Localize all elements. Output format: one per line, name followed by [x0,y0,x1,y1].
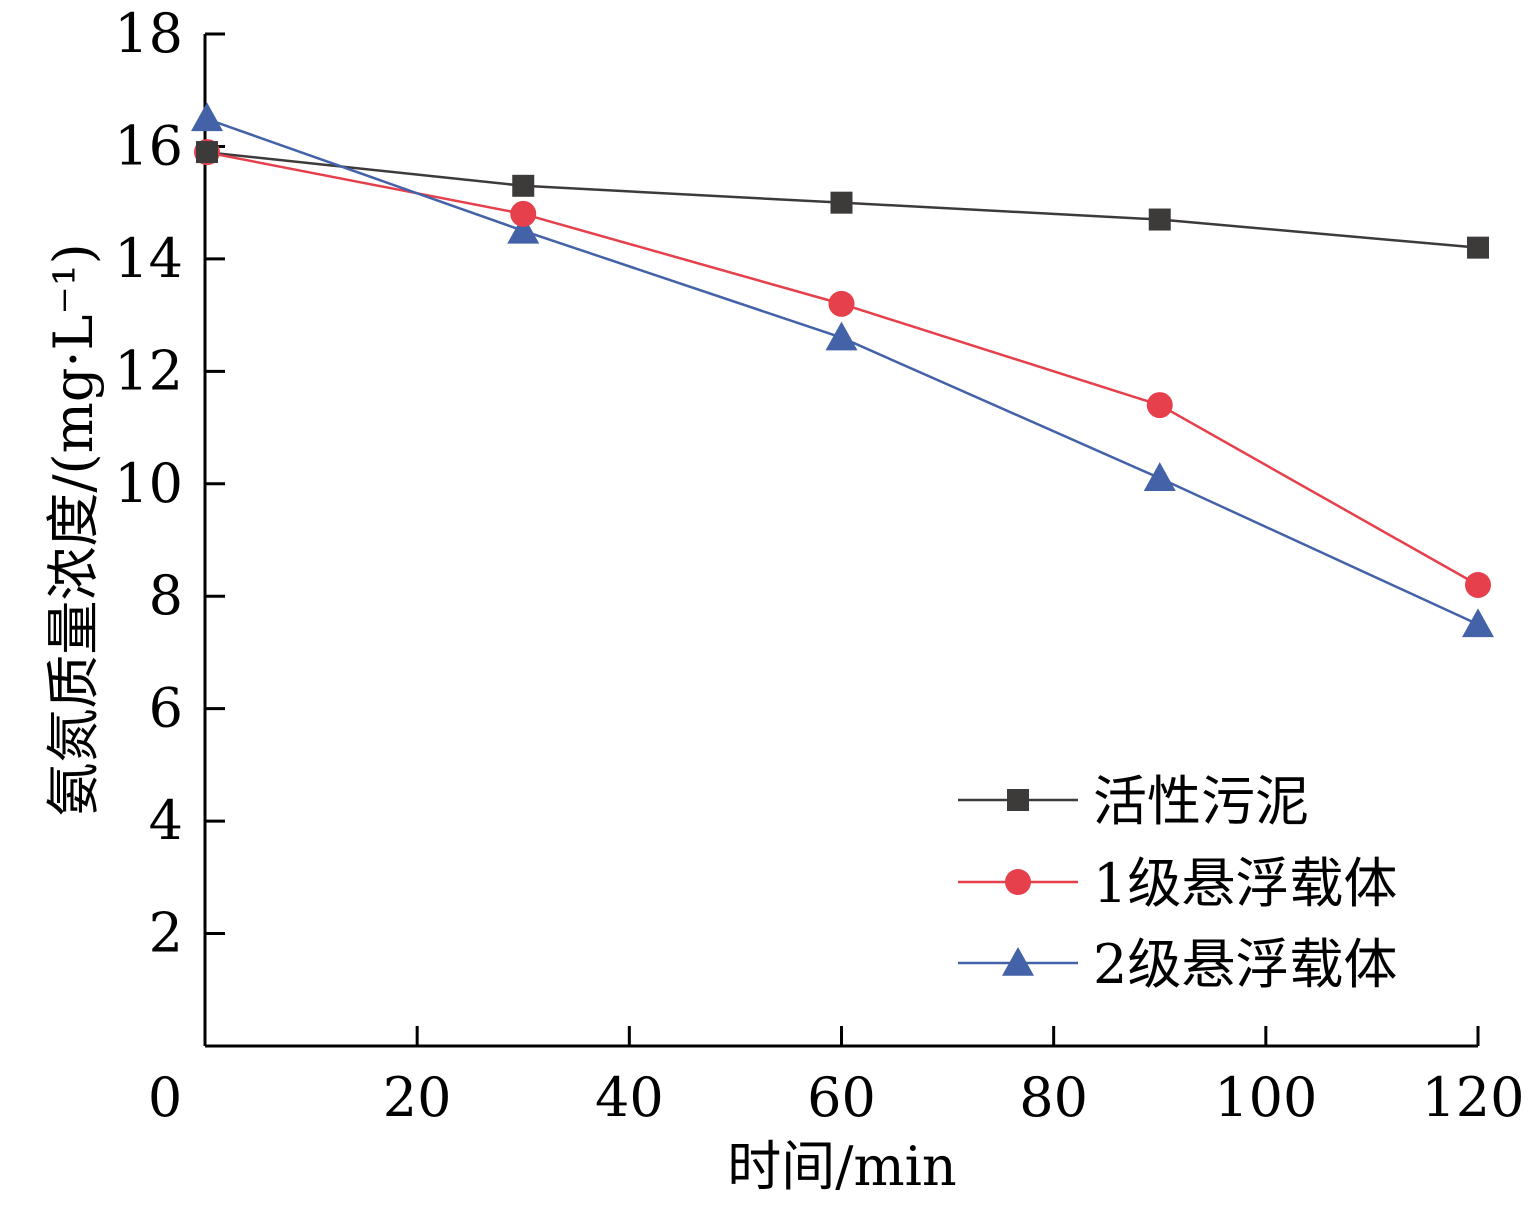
data-point [1467,236,1489,259]
y-tick-label: 8 [149,564,183,627]
legend-item-3: 2级悬浮载体 [958,933,1397,996]
legend-marker [1002,947,1034,976]
x-tick-label: 60 [807,1066,876,1129]
x-tick-label: 80 [1019,1066,1088,1129]
y-tick-label: 12 [114,339,183,402]
data-point [196,141,218,164]
data-point [830,191,853,214]
data-point [1462,608,1494,638]
x-tick-label: 0 [148,1066,182,1129]
legend-marker [1005,869,1031,895]
data-point [828,290,855,317]
x-tick-label: 40 [595,1066,664,1129]
x-tick-label: 100 [1214,1066,1317,1129]
y-tick-label: 4 [149,789,183,852]
series-line [204,150,1479,587]
x-tick-label: 120 [1421,1066,1524,1129]
data-point [1465,571,1491,598]
y-tick-label: 18 [114,2,183,65]
y-tick-label: 16 [114,114,183,177]
series-layer [191,102,1494,638]
data-point [507,214,540,244]
y-tick-label: 6 [149,677,183,740]
y-tick-label: 2 [149,902,183,965]
legend-item-1: 活性污泥 [958,770,1309,833]
y-tick-label: 10 [114,452,183,515]
series-2 [204,150,1479,587]
legend-label: 2级悬浮载体 [1093,933,1397,996]
legend-label: 1级悬浮载体 [1093,852,1397,915]
legend-item-2: 1级悬浮载体 [958,852,1397,915]
legend: 活性污泥 1级悬浮载体 2级悬浮载体 [958,770,1397,996]
data-point [825,321,858,351]
x-tick-label: 20 [383,1066,452,1129]
axes: 2 4 6 8 10 12 14 16 18 0 20 40 60 80 100 120 [114,2,1524,1129]
legend-label: 活性污泥 [1093,770,1309,833]
data-point [1143,462,1176,491]
series-markers-3 [191,102,1494,638]
data-point [191,102,223,132]
data-point [1146,392,1173,419]
series-markers-1 [196,141,1489,259]
y-tick-label: 14 [114,227,183,290]
y-axis-title: 氨氮质量浓度/(mg·L⁻¹) [42,243,105,816]
x-axis-title: 时间/min [727,1135,956,1198]
data-point [510,200,537,227]
data-point [1148,208,1171,231]
data-point [512,174,535,197]
legend-marker [1007,789,1029,811]
